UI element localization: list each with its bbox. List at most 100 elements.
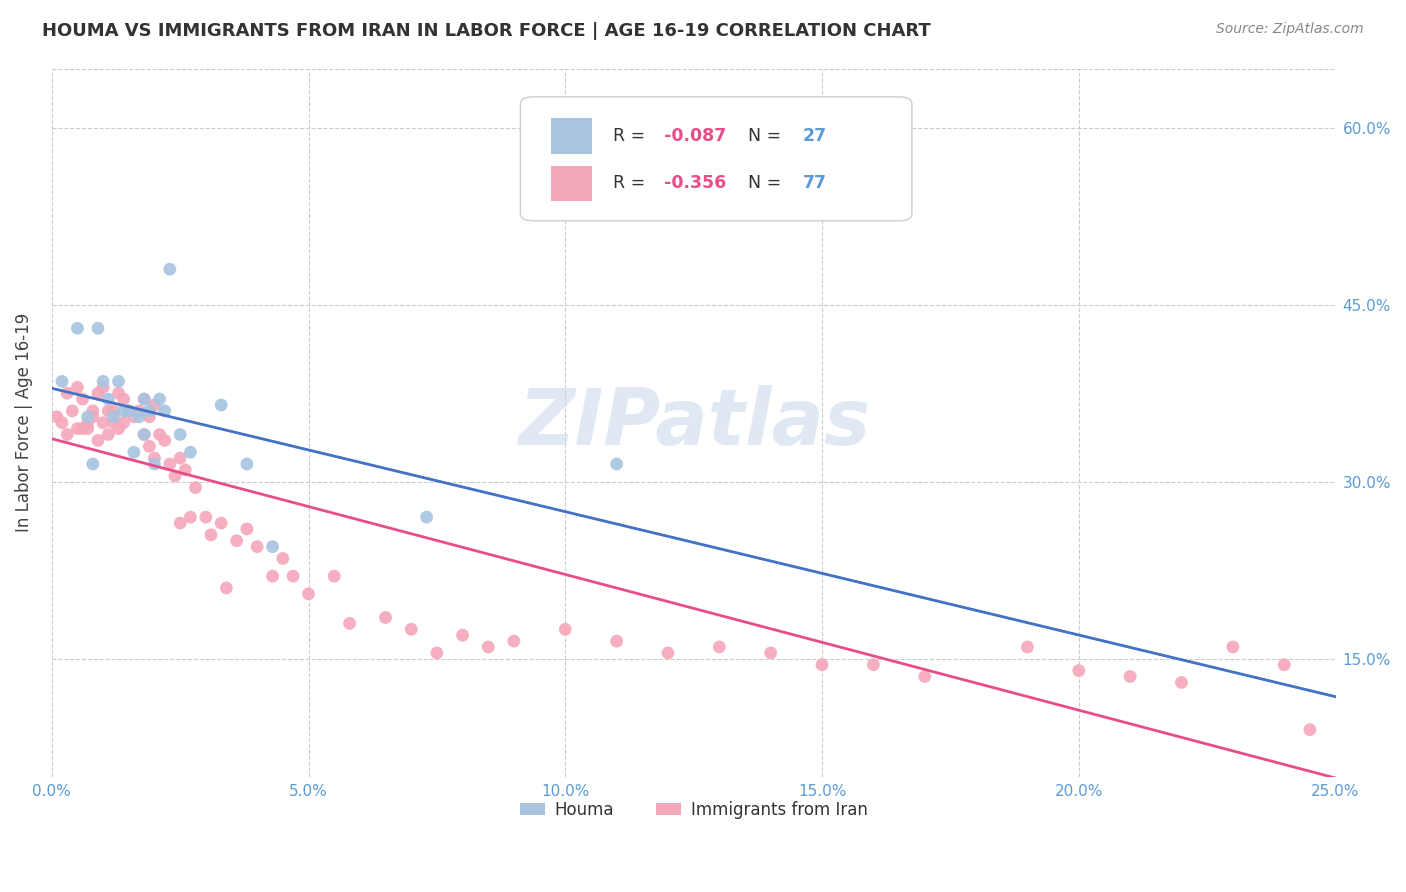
Point xyxy=(297,587,319,601)
Point xyxy=(426,646,449,660)
Point xyxy=(66,421,89,435)
Point xyxy=(169,516,191,530)
Point xyxy=(107,386,129,401)
Point xyxy=(143,398,166,412)
Point xyxy=(138,404,160,418)
Bar xyxy=(551,166,592,201)
Legend: Houma, Immigrants from Iran: Houma, Immigrants from Iran xyxy=(513,794,875,825)
Point xyxy=(91,380,114,394)
Point xyxy=(60,404,83,418)
Point xyxy=(477,640,499,654)
Point xyxy=(72,421,94,435)
Point xyxy=(103,404,125,418)
Point xyxy=(118,404,141,418)
Point xyxy=(163,468,186,483)
Point xyxy=(107,421,129,435)
Point xyxy=(128,404,150,418)
Point xyxy=(103,409,125,424)
Point xyxy=(179,445,201,459)
Point xyxy=(399,622,422,636)
Point xyxy=(503,634,526,648)
Point xyxy=(153,404,176,418)
Point xyxy=(87,386,110,401)
Point xyxy=(246,540,269,554)
Point xyxy=(159,457,181,471)
Point xyxy=(323,569,346,583)
Point xyxy=(91,416,114,430)
Point xyxy=(87,434,110,448)
Text: 27: 27 xyxy=(803,127,827,145)
Text: -0.356: -0.356 xyxy=(664,174,727,193)
Point xyxy=(134,392,156,406)
Point xyxy=(134,427,156,442)
Point xyxy=(194,510,217,524)
Point xyxy=(339,616,361,631)
Point xyxy=(118,404,141,418)
Point xyxy=(112,392,135,406)
Point xyxy=(66,380,89,394)
Point xyxy=(606,457,628,471)
Point xyxy=(374,610,396,624)
Point xyxy=(179,510,201,524)
Point xyxy=(209,398,232,412)
Point xyxy=(76,409,98,424)
Text: ZIPatlas: ZIPatlas xyxy=(517,384,870,460)
Point xyxy=(174,463,197,477)
Point xyxy=(56,427,79,442)
Text: Source: ZipAtlas.com: Source: ZipAtlas.com xyxy=(1216,22,1364,37)
Y-axis label: In Labor Force | Age 16-19: In Labor Force | Age 16-19 xyxy=(15,313,32,533)
Point xyxy=(112,404,135,418)
Text: N =: N = xyxy=(748,174,786,193)
Point xyxy=(200,528,222,542)
Point xyxy=(811,657,834,672)
Point xyxy=(1017,640,1039,654)
FancyBboxPatch shape xyxy=(520,97,912,221)
Point xyxy=(103,416,125,430)
Point xyxy=(1067,664,1090,678)
Point xyxy=(262,569,284,583)
Point xyxy=(76,416,98,430)
Text: R =: R = xyxy=(613,127,651,145)
Point xyxy=(134,427,156,442)
Point xyxy=(138,409,160,424)
Point xyxy=(236,522,259,536)
Point xyxy=(153,434,176,448)
Point xyxy=(225,533,247,548)
Point xyxy=(1299,723,1322,737)
Point xyxy=(128,409,150,424)
Point xyxy=(1222,640,1244,654)
Text: -0.087: -0.087 xyxy=(664,127,727,145)
Point xyxy=(149,427,172,442)
Point xyxy=(1119,669,1142,683)
Point xyxy=(138,439,160,453)
Point xyxy=(76,421,98,435)
Point xyxy=(134,392,156,406)
Point xyxy=(271,551,294,566)
Point xyxy=(149,392,172,406)
Point xyxy=(451,628,474,642)
Point xyxy=(657,646,679,660)
Point xyxy=(51,375,73,389)
Point xyxy=(215,581,238,595)
Point xyxy=(184,481,207,495)
Point xyxy=(159,262,181,277)
Point xyxy=(209,516,232,530)
Point xyxy=(91,375,114,389)
Point xyxy=(122,409,145,424)
Point xyxy=(51,416,73,430)
Bar xyxy=(551,118,592,153)
Point xyxy=(236,457,259,471)
Point xyxy=(914,669,936,683)
Point xyxy=(709,640,731,654)
Point xyxy=(169,451,191,466)
Point xyxy=(862,657,884,672)
Point xyxy=(97,392,120,406)
Point xyxy=(1170,675,1192,690)
Point xyxy=(107,375,129,389)
Point xyxy=(143,457,166,471)
Point xyxy=(112,416,135,430)
Text: HOUMA VS IMMIGRANTS FROM IRAN IN LABOR FORCE | AGE 16-19 CORRELATION CHART: HOUMA VS IMMIGRANTS FROM IRAN IN LABOR F… xyxy=(42,22,931,40)
Point xyxy=(45,409,67,424)
Point xyxy=(143,451,166,466)
Point xyxy=(281,569,304,583)
